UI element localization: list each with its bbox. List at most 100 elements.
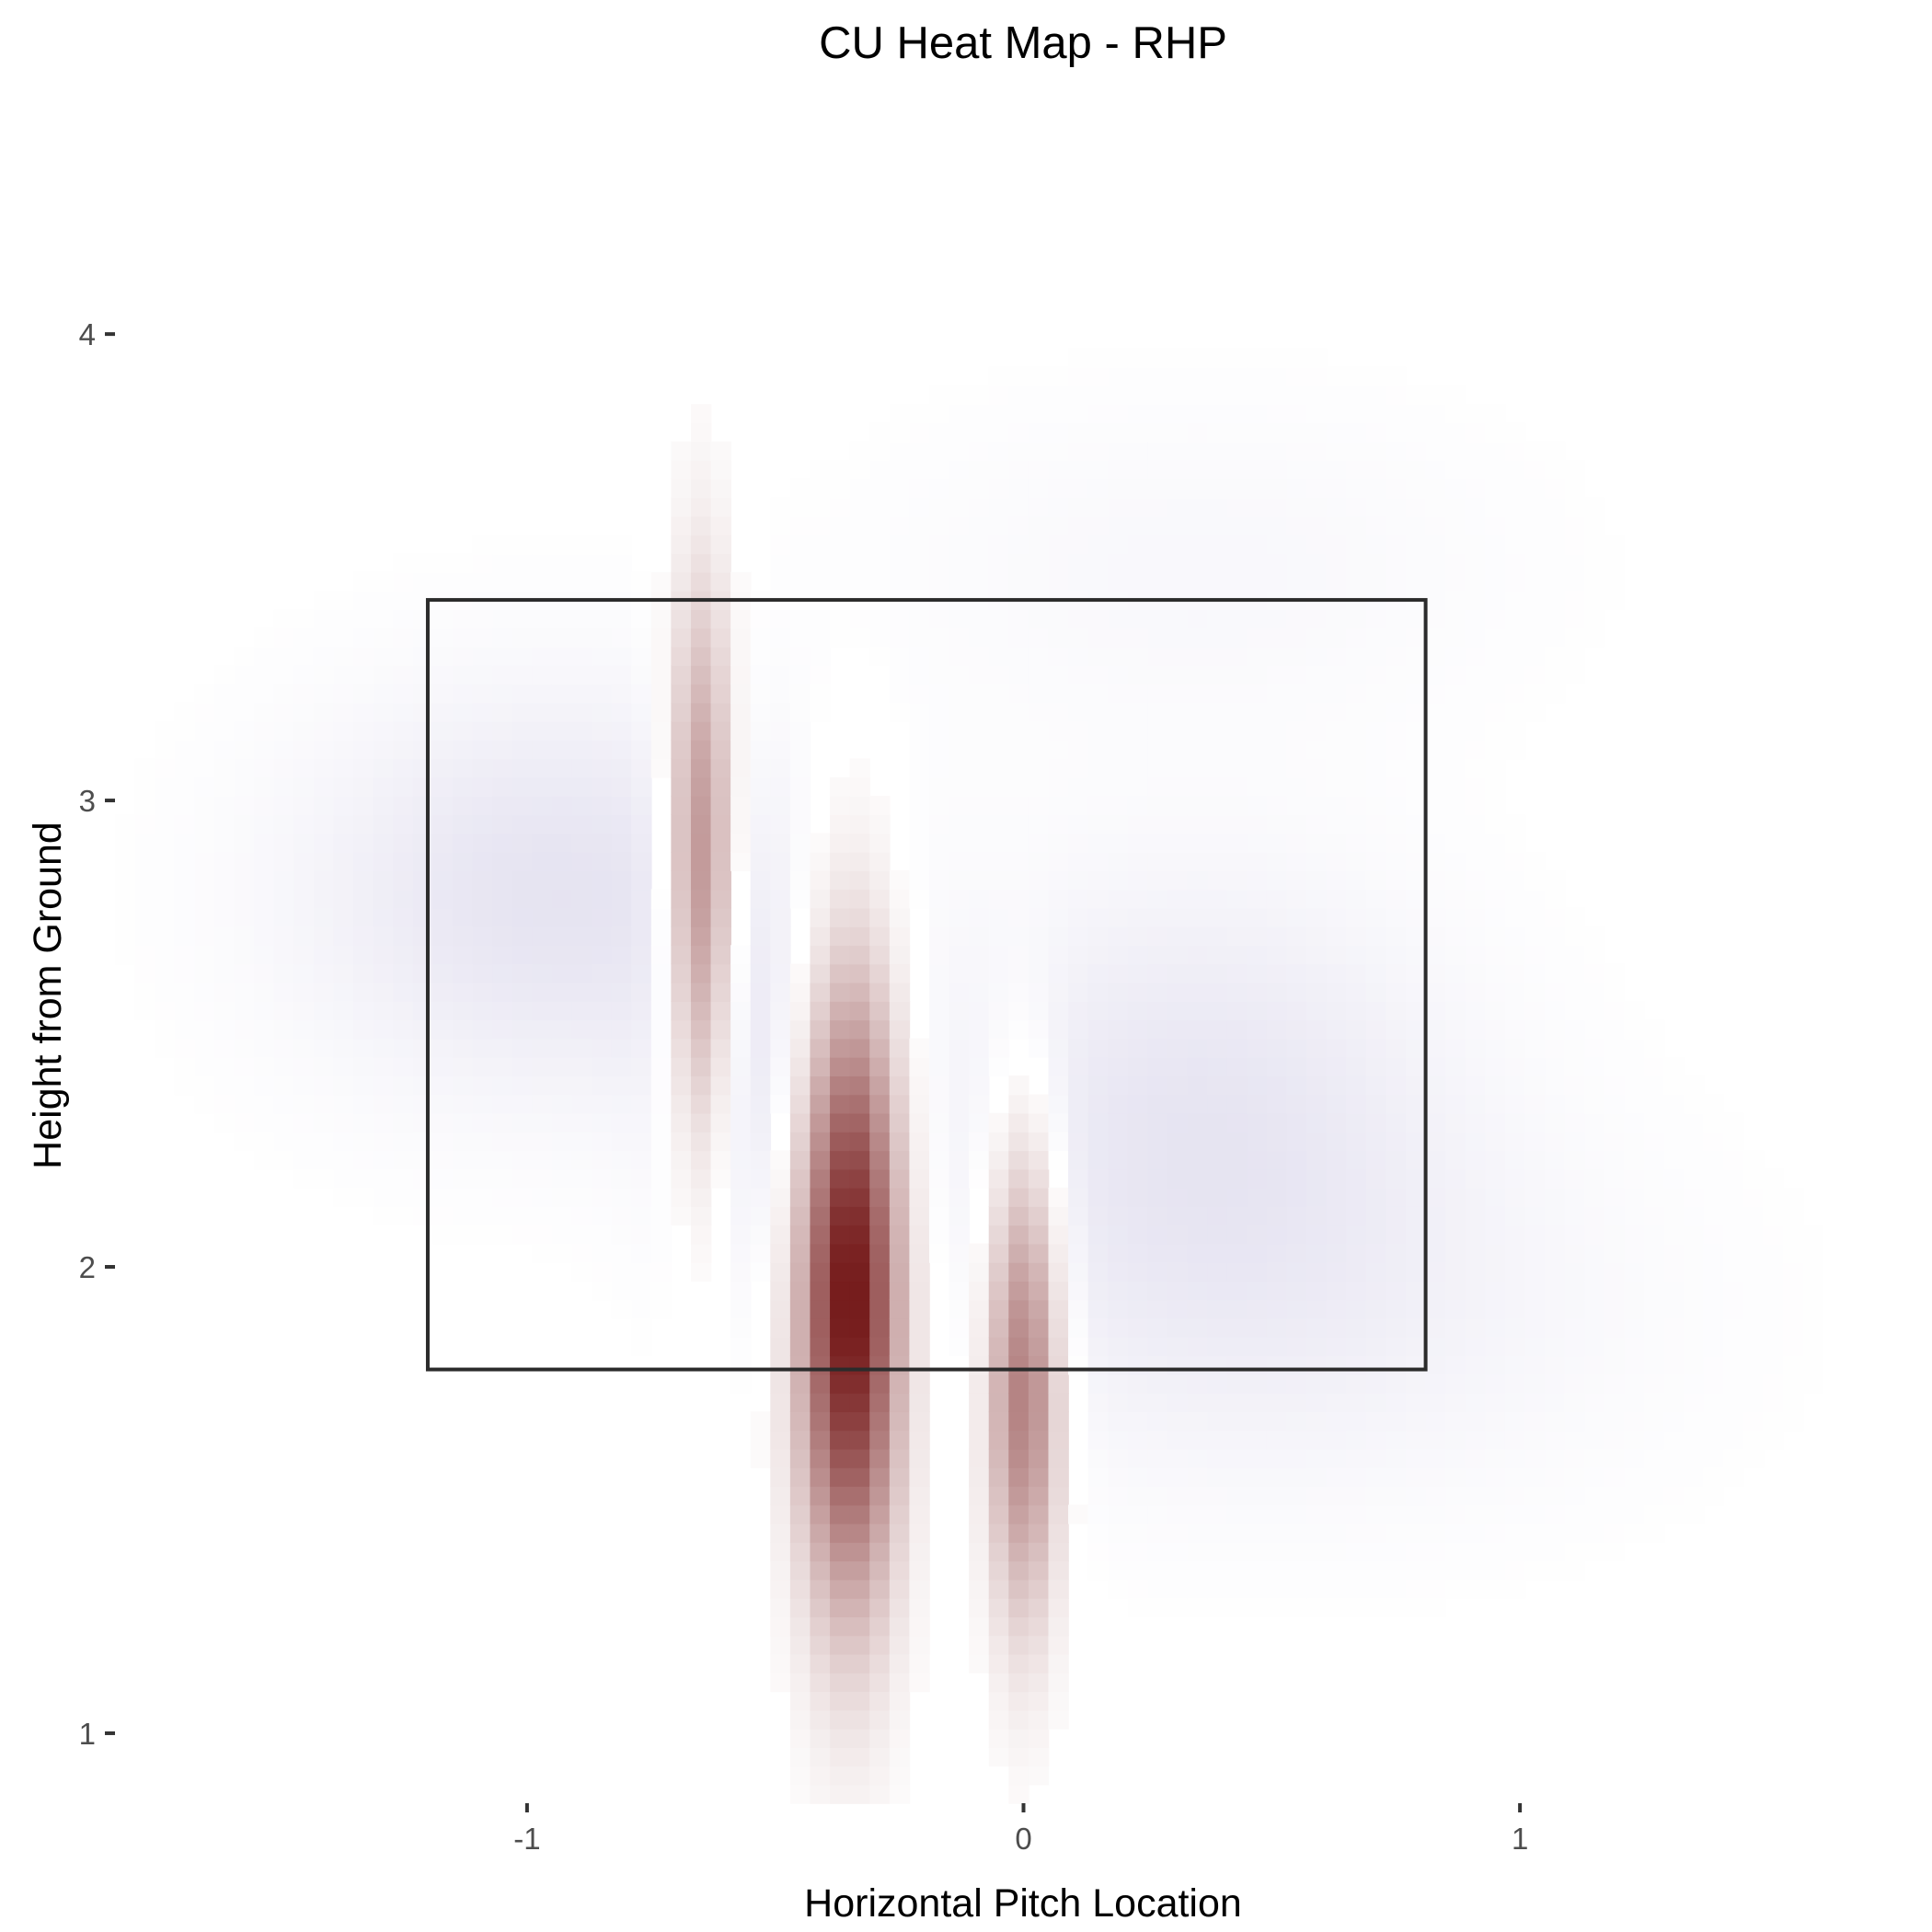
heatmap-cell xyxy=(1365,1038,1387,1058)
heatmap-cell xyxy=(1226,982,1248,1002)
heatmap-cell xyxy=(213,833,236,853)
heatmap-cell xyxy=(710,851,731,871)
heatmap-cell xyxy=(849,1112,871,1133)
heatmap-cell xyxy=(789,646,811,666)
heatmap-cell xyxy=(1425,590,1446,611)
heatmap-cell xyxy=(949,1150,970,1170)
heatmap-cell xyxy=(1425,404,1446,424)
heatmap-cell xyxy=(1684,1075,1705,1096)
heatmap-cell xyxy=(1524,1094,1546,1114)
heatmap-cell xyxy=(949,1317,970,1338)
heatmap-cell xyxy=(849,1187,871,1207)
heatmap-cell xyxy=(1068,740,1089,760)
heatmap-cell xyxy=(1207,1337,1228,1357)
heatmap-cell xyxy=(949,1094,970,1114)
heatmap-cell xyxy=(432,1206,454,1226)
heatmap-cell xyxy=(1008,1206,1029,1226)
heatmap-cell xyxy=(1406,702,1427,722)
heatmap-cell xyxy=(412,870,434,891)
heatmap-cell xyxy=(1564,1038,1586,1058)
heatmap-cell xyxy=(512,1056,534,1076)
heatmap-cell xyxy=(1545,963,1566,983)
heatmap-cell xyxy=(1068,348,1089,368)
heatmap-cell xyxy=(1048,1281,1069,1301)
heatmap-cell xyxy=(532,1132,553,1152)
heatmap-cell xyxy=(690,1094,712,1114)
heatmap-cell xyxy=(1425,1243,1446,1263)
heatmap-cell xyxy=(373,720,394,741)
heatmap-cell xyxy=(1266,1299,1288,1319)
heatmap-cell xyxy=(1504,870,1526,891)
heatmap-cell xyxy=(949,926,970,947)
heatmap-cell xyxy=(393,720,414,741)
heatmap-cell xyxy=(1266,1337,1288,1357)
heatmap-cell xyxy=(452,963,474,983)
heatmap-cell xyxy=(690,571,712,592)
heatmap-cell xyxy=(1207,1056,1228,1076)
heatmap-cell xyxy=(631,926,652,947)
heatmap-cell xyxy=(551,926,573,947)
heatmap-cell xyxy=(512,553,534,573)
heatmap-cell xyxy=(710,796,731,816)
heatmap-cell xyxy=(1008,720,1029,741)
heatmap-cell xyxy=(532,870,553,891)
heatmap-cell xyxy=(333,1038,354,1058)
heatmap-cell xyxy=(1207,571,1228,592)
heatmap-cell xyxy=(1465,1225,1487,1245)
heatmap-cell xyxy=(849,776,871,797)
heatmap-cell xyxy=(1127,571,1149,592)
heatmap-cell xyxy=(551,1094,573,1114)
heatmap-cell xyxy=(1247,684,1268,704)
heatmap-cell xyxy=(1465,1261,1487,1282)
heatmap-cell xyxy=(988,1056,1010,1076)
heatmap-cell xyxy=(789,1635,811,1655)
heatmap-cell xyxy=(1048,1504,1069,1524)
heatmap-cell xyxy=(1108,1411,1129,1432)
heatmap-cell xyxy=(869,814,891,834)
heatmap-cell xyxy=(869,870,891,891)
heatmap-cell xyxy=(1564,1317,1586,1338)
heatmap-cell xyxy=(1028,926,1050,947)
heatmap-cell xyxy=(1465,553,1487,573)
heatmap-cell xyxy=(1425,1374,1446,1394)
heatmap-cell xyxy=(273,1056,295,1076)
heatmap-cell xyxy=(1207,926,1228,947)
heatmap-cell xyxy=(1068,963,1089,983)
heatmap-cell xyxy=(1604,590,1626,611)
heatmap-cell xyxy=(1306,646,1328,666)
heatmap-cell xyxy=(472,1187,493,1207)
heatmap-cell xyxy=(1127,1206,1149,1226)
heatmap-cell xyxy=(194,833,215,853)
heatmap-cell xyxy=(373,665,394,685)
heatmap-cell xyxy=(1187,1150,1208,1170)
heatmap-cell xyxy=(1524,1206,1546,1226)
heatmap-cell xyxy=(1604,1337,1626,1357)
heatmap-cell xyxy=(1048,926,1069,947)
heatmap-cell xyxy=(492,926,513,947)
heatmap-cell xyxy=(1147,1019,1168,1040)
heatmap-cell xyxy=(1187,627,1208,648)
heatmap-cell xyxy=(234,833,255,853)
heatmap-cell xyxy=(1266,535,1288,555)
heatmap-cell xyxy=(1445,535,1466,555)
heatmap-cell xyxy=(1524,515,1546,535)
heatmap-cell xyxy=(611,907,632,927)
heatmap-cell xyxy=(889,497,911,517)
heatmap-cell xyxy=(1465,1112,1487,1133)
heatmap-cell xyxy=(650,945,673,965)
heatmap-cell xyxy=(1187,535,1208,555)
heatmap-cell xyxy=(1365,720,1387,741)
heatmap-cell xyxy=(1386,982,1407,1002)
heatmap-cell xyxy=(1545,1299,1566,1319)
heatmap-cell xyxy=(393,646,414,666)
heatmap-cell xyxy=(1167,1094,1189,1114)
heatmap-cell xyxy=(789,1243,811,1263)
heatmap-cell xyxy=(1365,1486,1387,1506)
heatmap-cell xyxy=(1604,1299,1626,1319)
heatmap-cell xyxy=(1663,1317,1685,1338)
heatmap-cell xyxy=(1187,833,1208,853)
heatmap-cell xyxy=(869,1597,891,1618)
heatmap-cell xyxy=(1286,889,1307,909)
heatmap-cell xyxy=(650,1281,673,1301)
heatmap-cell xyxy=(1545,1225,1566,1245)
